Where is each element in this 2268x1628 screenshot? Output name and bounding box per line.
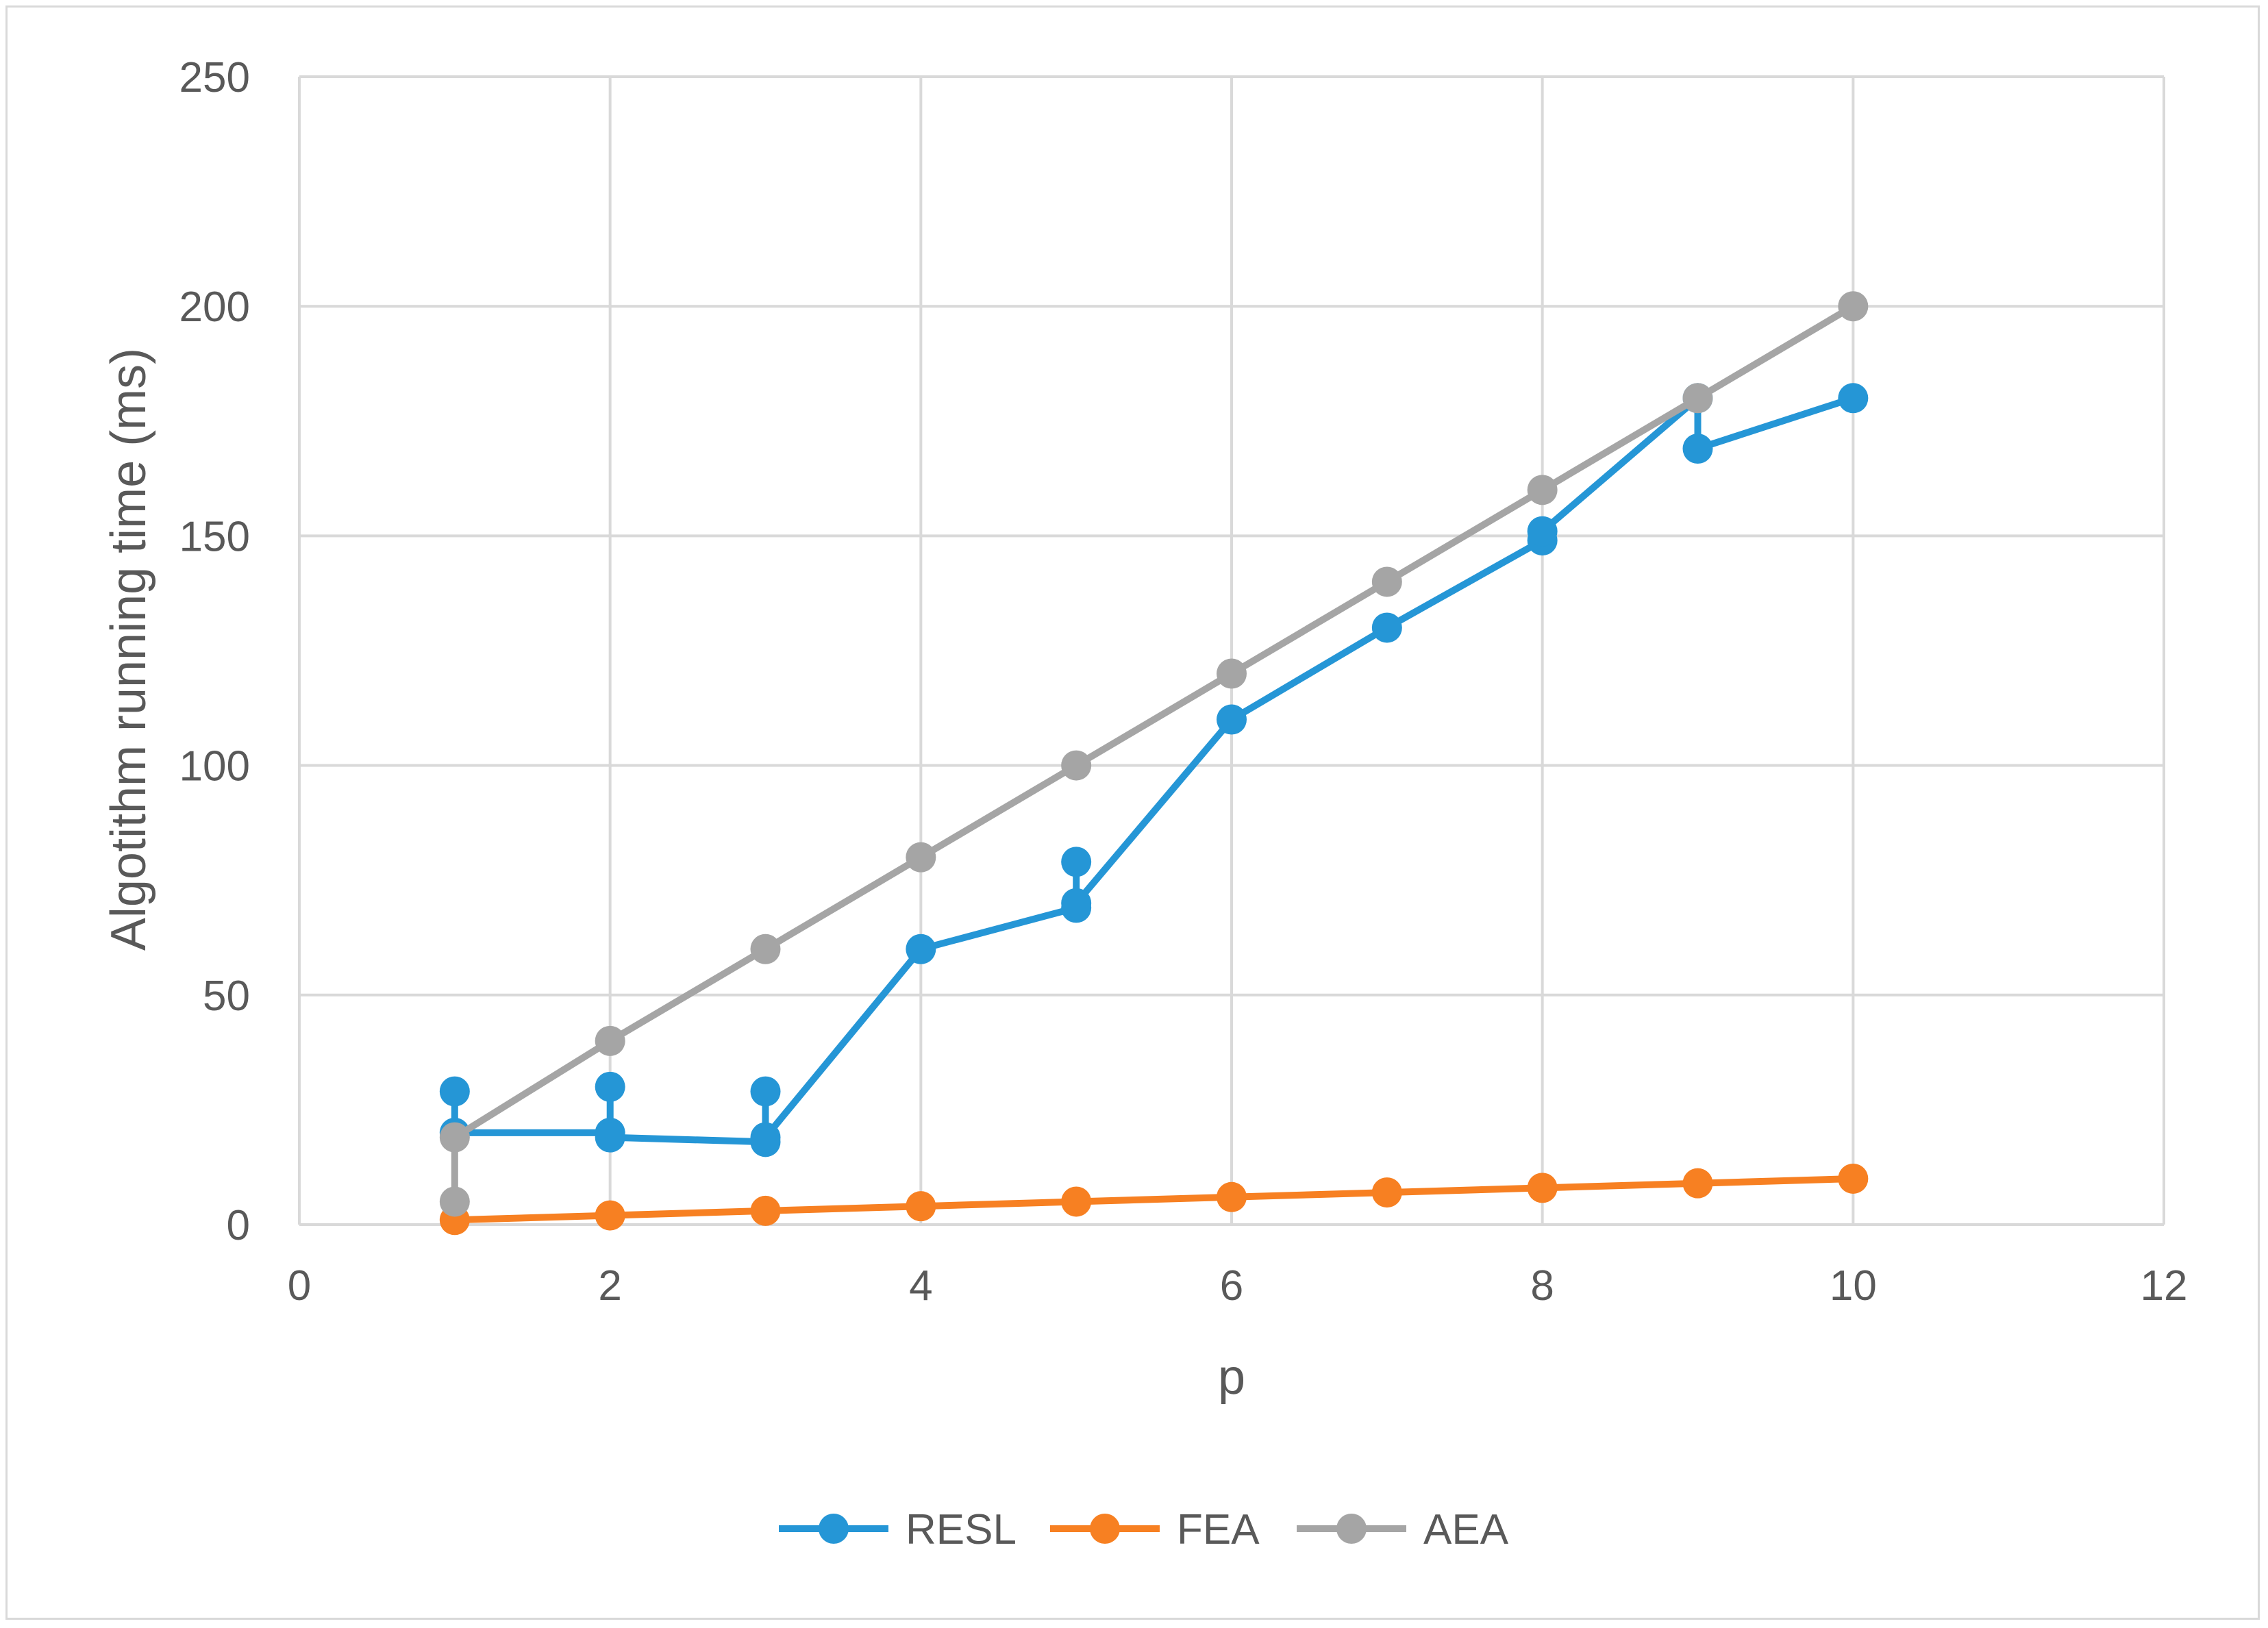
data-point-aea <box>1371 566 1402 597</box>
legend-swatch-marker <box>1336 1514 1367 1544</box>
legend-item-aea: AEA <box>1297 1506 1509 1553</box>
x-tick-label: 6 <box>1220 1262 1243 1310</box>
data-point-resl <box>595 1122 625 1153</box>
data-point-aea <box>750 934 781 964</box>
data-point-fea <box>1838 1163 1869 1194</box>
data-point-resl <box>439 1076 470 1107</box>
series-line-resl <box>451 395 1857 1146</box>
legend-swatch-marker <box>1090 1514 1120 1544</box>
data-point-resl <box>1061 888 1092 918</box>
legend: RESL FEA AEA <box>779 1506 1509 1553</box>
y-axis-title: Algotithm running time (ms) <box>101 348 156 951</box>
data-point-fea <box>1682 1168 1713 1199</box>
data-point-resl <box>906 934 936 964</box>
data-point-fea <box>595 1200 625 1231</box>
x-tick-label: 12 <box>2141 1262 2188 1310</box>
y-tick-label: 50 <box>203 973 250 1020</box>
data-point-resl <box>1527 516 1558 547</box>
y-tick-label: 250 <box>179 54 250 101</box>
data-point-resl <box>1217 704 1247 735</box>
legend-swatch-marker <box>819 1514 849 1544</box>
legend-item-fea: FEA <box>1050 1506 1260 1553</box>
gridlines <box>298 75 2165 1226</box>
data-point-fea <box>1061 1186 1092 1217</box>
y-tick-label: 100 <box>179 743 250 790</box>
series-resl <box>439 383 1869 1157</box>
x-axis-title: p <box>1218 1350 1245 1405</box>
data-point-fea <box>750 1195 781 1226</box>
data-point-fea <box>1371 1177 1402 1208</box>
data-point-fea <box>1217 1181 1247 1212</box>
data-point-aea <box>1682 383 1713 414</box>
x-tick-label: 10 <box>1830 1262 1877 1310</box>
data-point-aea <box>906 842 936 873</box>
data-point-aea <box>439 1122 470 1153</box>
y-tick-label: 200 <box>179 284 250 331</box>
data-point-fea <box>906 1191 936 1222</box>
series-line-fea <box>451 1175 1857 1224</box>
y-axis-tick-labels: 0 50 100 150 200 250 <box>179 54 250 1249</box>
series-fea <box>439 1163 1869 1236</box>
x-tick-label: 4 <box>909 1262 932 1310</box>
data-point-aea <box>1527 475 1558 505</box>
legend-label: AEA <box>1423 1506 1509 1553</box>
data-point-aea <box>439 1186 470 1217</box>
legend-label: RESL <box>906 1506 1017 1553</box>
x-tick-label: 0 <box>288 1262 311 1310</box>
y-tick-label: 150 <box>179 513 250 560</box>
data-point-resl <box>750 1122 781 1153</box>
data-point-resl <box>1838 383 1869 414</box>
x-tick-label: 8 <box>1530 1262 1554 1310</box>
data-point-aea <box>595 1025 625 1056</box>
data-point-resl <box>1371 612 1402 643</box>
legend-item-resl: RESL <box>779 1506 1017 1553</box>
series-layer <box>439 291 1869 1236</box>
series-aea <box>439 291 1869 1217</box>
x-tick-label: 2 <box>598 1262 621 1310</box>
data-point-aea <box>1838 291 1869 322</box>
y-tick-label: 0 <box>227 1202 250 1249</box>
chart-frame <box>5 5 2260 1620</box>
x-axis-tick-labels: 0 2 4 6 8 10 12 <box>288 1262 2188 1310</box>
data-point-aea <box>1061 750 1092 781</box>
data-point-resl <box>1682 434 1713 464</box>
data-point-aea <box>1217 658 1247 689</box>
legend-label: FEA <box>1177 1506 1260 1553</box>
data-point-resl <box>750 1076 781 1107</box>
data-point-fea <box>1527 1173 1558 1203</box>
data-point-resl <box>595 1071 625 1102</box>
data-point-resl <box>1061 847 1092 877</box>
